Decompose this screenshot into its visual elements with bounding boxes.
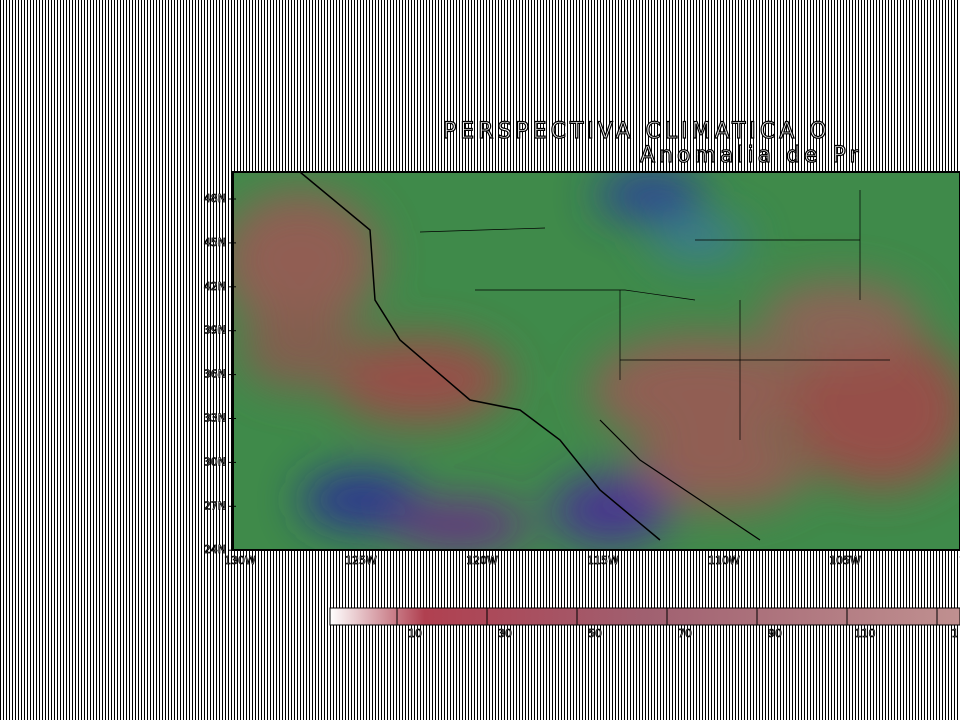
lat-label: 30N bbox=[204, 455, 226, 468]
colorbar-label: 1 bbox=[952, 627, 959, 640]
lon-label: 105W bbox=[829, 554, 861, 567]
colorbar bbox=[329, 607, 960, 626]
title: PERSPECTIVA CLIMATICA O bbox=[443, 119, 831, 144]
subtitle: Anomalia de Pr bbox=[640, 143, 862, 168]
lat-label: 45N bbox=[204, 236, 226, 249]
lon-label: 120W bbox=[466, 554, 498, 567]
lat-label: 42N bbox=[204, 280, 226, 293]
lon-label: 130W bbox=[224, 554, 256, 567]
lon-label: 125W bbox=[345, 554, 377, 567]
lon-label: 115W bbox=[587, 554, 619, 567]
colorbar-label: 90 bbox=[768, 627, 782, 640]
lat-label: 33N bbox=[204, 412, 226, 425]
lat-label: 48N bbox=[204, 192, 226, 205]
colorbar-label: 30 bbox=[498, 627, 512, 640]
lat-label: 36N bbox=[204, 368, 226, 381]
colorbar-label: 70 bbox=[678, 627, 692, 640]
map-frame bbox=[232, 171, 960, 551]
lat-label: 24N bbox=[204, 543, 226, 556]
colorbar-label: 110 bbox=[855, 627, 876, 640]
lat-label: 39N bbox=[204, 324, 226, 337]
map-area bbox=[233, 172, 960, 550]
lon-label: 110W bbox=[708, 554, 740, 567]
lat-label: 27N bbox=[204, 499, 226, 512]
colorbar-label: 50 bbox=[588, 627, 602, 640]
colorbar-label: 10 bbox=[408, 627, 422, 640]
